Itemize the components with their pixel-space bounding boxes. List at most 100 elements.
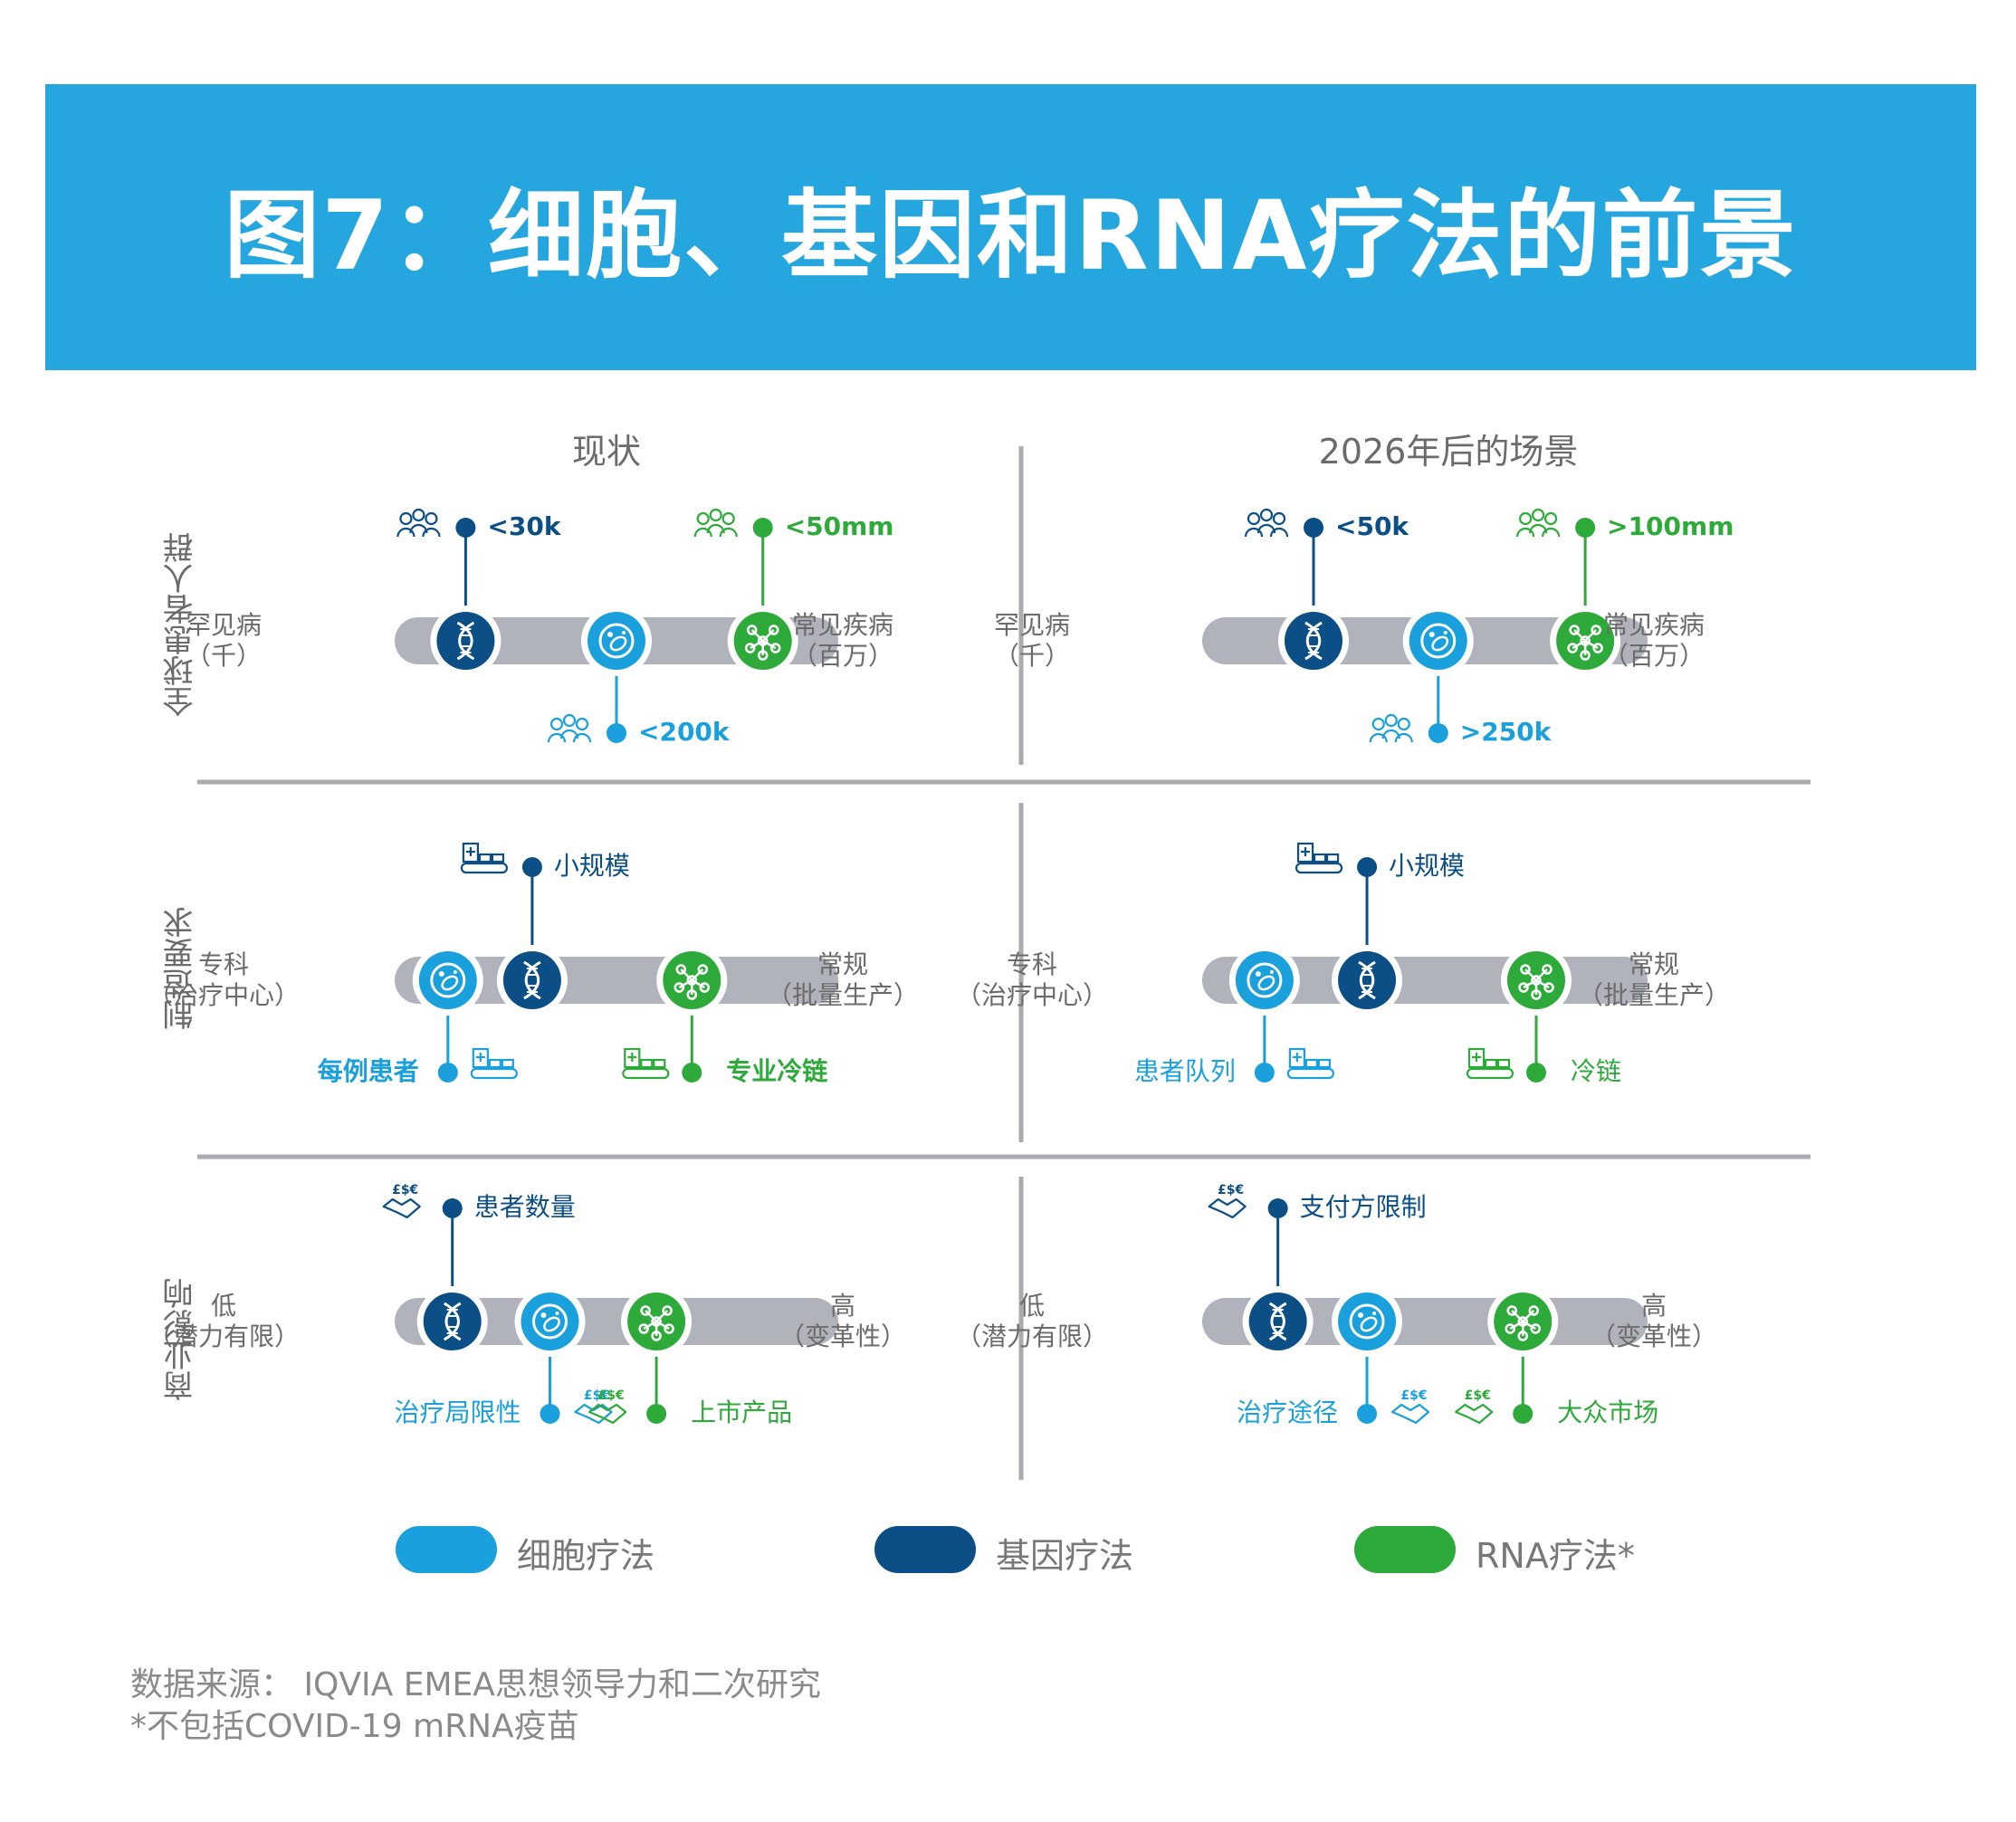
callout-dot bbox=[752, 518, 773, 538]
callout-label: 每例患者 bbox=[318, 1056, 419, 1086]
dna-helix-icon bbox=[1268, 1302, 1287, 1341]
money-handshake-icon: £$€ bbox=[1390, 1388, 1430, 1425]
dna-helix-icon bbox=[1304, 621, 1323, 661]
callout-label: 治疗途径 bbox=[1237, 1398, 1338, 1427]
scale-right-label: 高 （变革性） bbox=[1590, 1291, 1717, 1351]
cell-circle-icon bbox=[1420, 623, 1457, 659]
callout-label: 治疗局限性 bbox=[394, 1398, 521, 1427]
factory-conveyor-icon bbox=[470, 1047, 518, 1080]
money-handshake-icon: £$€ bbox=[588, 1388, 627, 1425]
factory-conveyor-icon bbox=[1466, 1047, 1514, 1080]
callout-dot bbox=[1304, 518, 1323, 538]
svg-text:£$€: £$€ bbox=[1218, 1183, 1244, 1197]
cell-circle-icon bbox=[598, 623, 635, 659]
column-header-current: 现状 bbox=[571, 432, 641, 472]
footnote: *不包括COVID-19 mRNA疫苗 bbox=[130, 1708, 579, 1745]
node-gene bbox=[416, 1286, 488, 1357]
callout-dot bbox=[521, 857, 542, 877]
scale-left-label: 罕见病 （千） bbox=[993, 610, 1070, 671]
callout-dot bbox=[646, 1404, 667, 1424]
cell-circle-icon bbox=[1247, 962, 1283, 998]
cell-circle-icon bbox=[532, 1303, 568, 1340]
callout-label: 患者队列 bbox=[1134, 1056, 1236, 1086]
svg-text:£$€: £$€ bbox=[1400, 1388, 1427, 1403]
callout-dot bbox=[1513, 1404, 1533, 1424]
callout-dot bbox=[1357, 1404, 1378, 1424]
callout-label: <50mm bbox=[785, 511, 894, 541]
callout-label: >100mm bbox=[1607, 511, 1734, 541]
node-cell bbox=[581, 606, 652, 676]
callout-label: <200k bbox=[638, 717, 731, 747]
callout-label: 小规模 bbox=[1389, 851, 1465, 881]
node-rna bbox=[727, 606, 798, 676]
svg-text:£$€: £$€ bbox=[597, 1388, 624, 1403]
dna-helix-icon bbox=[1358, 960, 1376, 1000]
legend-label-rna: RNA疗法* bbox=[1476, 1536, 1635, 1576]
callout-label: 小规模 bbox=[554, 851, 630, 881]
callout-dot bbox=[455, 518, 476, 538]
scale-left-label: 低 （潜力有限） bbox=[147, 1291, 300, 1351]
callout-label: 专业冷链 bbox=[726, 1056, 827, 1086]
node-rna bbox=[656, 945, 728, 1016]
callout-dot bbox=[442, 1198, 463, 1218]
people-group-icon bbox=[693, 508, 738, 538]
dna-helix-icon bbox=[456, 621, 475, 661]
molecule-network-icon bbox=[674, 964, 711, 1000]
title-banner bbox=[45, 84, 1976, 370]
molecule-network-icon bbox=[1518, 964, 1554, 1000]
money-handshake-icon: £$€ bbox=[382, 1183, 421, 1219]
callout-dot bbox=[437, 1063, 458, 1083]
node-rna bbox=[1487, 1286, 1559, 1357]
scale-left-label: 低 （潜力有限） bbox=[955, 1291, 1108, 1351]
money-handshake-icon: £$€ bbox=[1455, 1388, 1494, 1425]
node-cell bbox=[1402, 606, 1474, 676]
figure-title: 图7：细胞、基因和RNA疗法的前景 bbox=[224, 180, 1798, 291]
dna-helix-icon bbox=[523, 960, 541, 1000]
callout-dot bbox=[607, 723, 626, 743]
node-cell bbox=[412, 945, 483, 1016]
callout-dot bbox=[1526, 1063, 1546, 1083]
callout-dot bbox=[1575, 518, 1596, 538]
callout-dot bbox=[1428, 723, 1448, 743]
panel-2-1: £$€ 支付方限制 £$€ 治疗途径 £$€ 大众市场 bbox=[1202, 1183, 1658, 1427]
dna-helix-icon bbox=[443, 1302, 462, 1341]
molecule-network-icon bbox=[744, 625, 781, 661]
cell-circle-icon bbox=[430, 962, 466, 998]
scale-left-label: 专科 （治疗中心） bbox=[147, 949, 300, 1010]
legend-swatch-rna bbox=[1354, 1526, 1456, 1573]
scale-right-label: 高 （变革性） bbox=[779, 1291, 906, 1351]
node-gene bbox=[496, 945, 568, 1016]
panel-2-0: £$€ 患者数量 £$€ 治疗局限性 £$€ 上市产品 bbox=[382, 1183, 838, 1427]
scale-right-label: 常规 （批量生产） bbox=[1577, 949, 1730, 1010]
money-handshake-icon: £$€ bbox=[574, 1388, 613, 1425]
factory-conveyor-icon bbox=[460, 842, 508, 874]
callout-label: >250k bbox=[1460, 717, 1553, 747]
node-cell bbox=[1332, 1286, 1403, 1357]
molecule-network-icon bbox=[638, 1305, 674, 1341]
molecule-network-icon bbox=[1567, 625, 1603, 661]
callout-dot bbox=[682, 1063, 702, 1083]
factory-conveyor-icon bbox=[622, 1047, 670, 1080]
legend-swatch-cell bbox=[396, 1526, 497, 1573]
node-gene bbox=[1242, 1286, 1314, 1357]
panel-0-0: <30k <50mm <200k bbox=[395, 508, 894, 747]
node-rna bbox=[1501, 945, 1572, 1016]
factory-conveyor-icon bbox=[1295, 842, 1343, 874]
scale-right-label: 常见疾病 （百万） bbox=[791, 610, 893, 671]
cell-circle-icon bbox=[1349, 1303, 1385, 1340]
node-gene bbox=[1332, 945, 1403, 1016]
people-group-icon bbox=[547, 713, 592, 743]
molecule-network-icon bbox=[1505, 1305, 1541, 1341]
scale-left-label: 专科 （治疗中心） bbox=[955, 949, 1108, 1010]
scale-track bbox=[395, 1298, 838, 1345]
people-group-icon bbox=[397, 508, 441, 538]
svg-text:£$€: £$€ bbox=[584, 1388, 610, 1403]
callout-label: <30k bbox=[487, 511, 561, 541]
svg-text:£$€: £$€ bbox=[392, 1183, 418, 1197]
legend-label-gene: 基因疗法 bbox=[996, 1536, 1134, 1576]
callout-dot bbox=[1357, 857, 1378, 877]
